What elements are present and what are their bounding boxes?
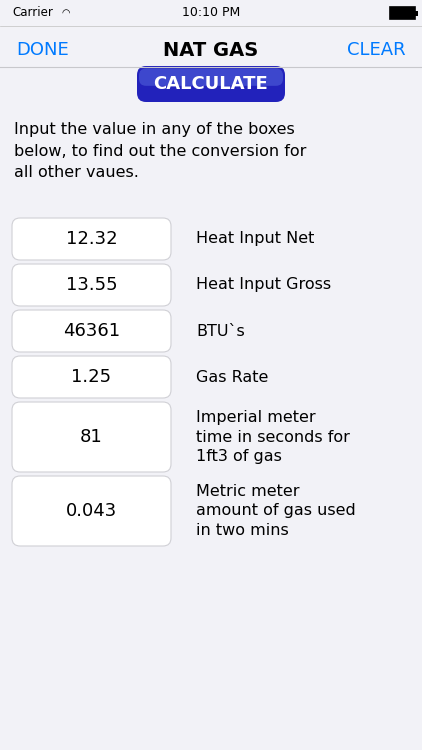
Text: DONE: DONE <box>16 41 69 59</box>
Text: Heat Input Net: Heat Input Net <box>196 232 314 247</box>
Text: 46361: 46361 <box>63 322 120 340</box>
Text: Gas Rate: Gas Rate <box>196 370 268 385</box>
FancyBboxPatch shape <box>12 310 171 352</box>
Text: 1.25: 1.25 <box>71 368 111 386</box>
FancyBboxPatch shape <box>390 7 415 19</box>
FancyBboxPatch shape <box>12 264 171 306</box>
FancyBboxPatch shape <box>137 66 285 102</box>
Text: ◠: ◠ <box>62 8 70 18</box>
Text: Heat Input Gross: Heat Input Gross <box>196 278 331 292</box>
Text: Imperial meter
time in seconds for
1ft3 of gas: Imperial meter time in seconds for 1ft3 … <box>196 410 350 464</box>
Text: 10:10 PM: 10:10 PM <box>182 7 240 20</box>
FancyBboxPatch shape <box>139 68 283 86</box>
Text: CLEAR: CLEAR <box>347 41 406 59</box>
Text: NAT GAS: NAT GAS <box>163 40 259 59</box>
FancyBboxPatch shape <box>12 356 171 398</box>
FancyBboxPatch shape <box>12 402 171 472</box>
Text: Input the value in any of the boxes
below, to find out the conversion for
all ot: Input the value in any of the boxes belo… <box>14 122 306 180</box>
Text: 12.32: 12.32 <box>66 230 117 248</box>
Text: 13.55: 13.55 <box>66 276 117 294</box>
FancyBboxPatch shape <box>12 476 171 546</box>
FancyBboxPatch shape <box>415 10 418 16</box>
FancyBboxPatch shape <box>12 218 171 260</box>
Text: BTU`s: BTU`s <box>196 323 245 338</box>
Text: CALCULATE: CALCULATE <box>154 75 268 93</box>
Text: Carrier: Carrier <box>12 7 53 20</box>
Text: Metric meter
amount of gas used
in two mins: Metric meter amount of gas used in two m… <box>196 484 356 538</box>
Text: 81: 81 <box>80 428 103 446</box>
Text: 0.043: 0.043 <box>66 502 117 520</box>
